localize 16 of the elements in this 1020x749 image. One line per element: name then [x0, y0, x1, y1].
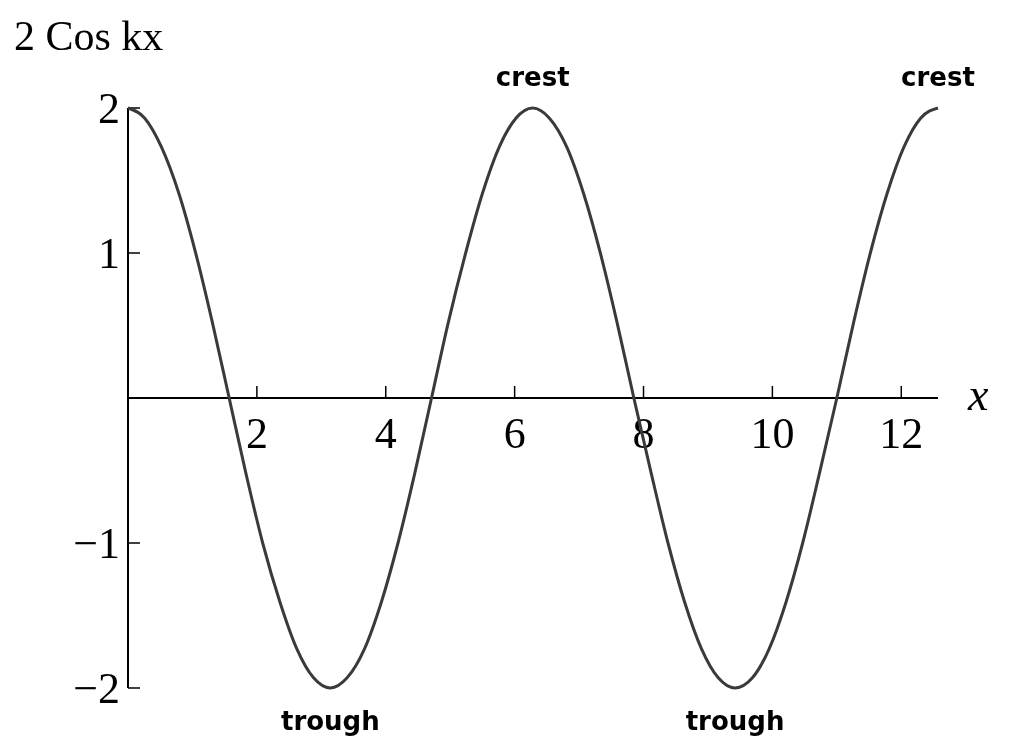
x-tick-label: 6 — [503, 409, 526, 458]
annotation: crest — [495, 62, 570, 92]
annotation: trough — [685, 706, 785, 736]
annotation: crest — [901, 62, 975, 92]
y-tick-label: −2 — [73, 664, 120, 713]
x-tick-label: 2 — [245, 409, 268, 458]
x-axis-title: x — [967, 369, 989, 420]
y-tick-label: −1 — [73, 519, 120, 568]
y-tick-label: 1 — [98, 229, 120, 278]
y-tick-label: 2 — [98, 84, 120, 133]
line-series — [126, 106, 940, 690]
x-tick-label: 10 — [750, 409, 795, 458]
x-tick-label: 12 — [879, 409, 924, 458]
y-axis-title: 2 Cos kx — [14, 13, 164, 59]
x-tick-label: 4 — [374, 409, 397, 458]
annotation: trough — [280, 706, 380, 736]
